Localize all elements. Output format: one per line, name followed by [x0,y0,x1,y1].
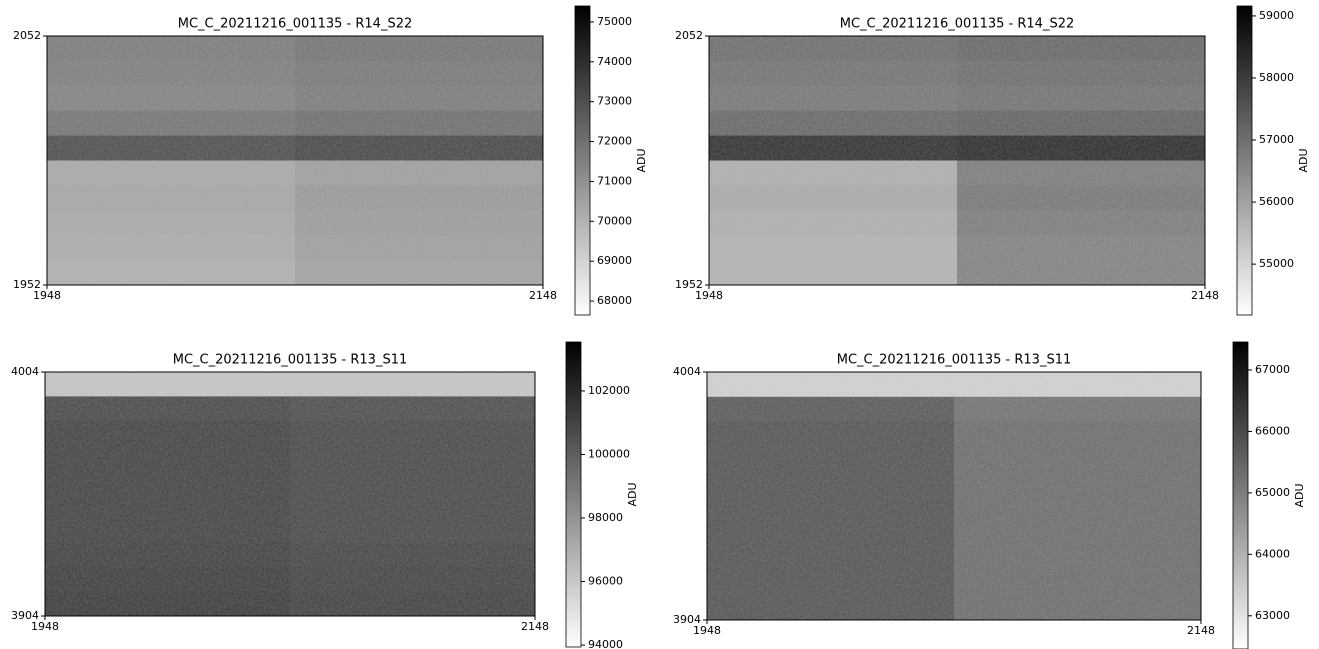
colorbar-tick-label: 69000 [597,254,632,267]
axes-frame [46,35,544,286]
x-tick-label: 1948 [31,620,59,633]
x-tick-label: 1948 [695,289,723,302]
colorbar-tick-label: 67000 [1255,363,1290,376]
colorbar-label: ADU [1293,483,1306,507]
y-tick-label: 1952 [675,278,703,291]
colorbar-tick-label: 71000 [597,174,632,187]
axes-frame [708,35,1206,286]
colorbar-tick-label: 94000 [588,638,623,649]
colorbar-tick-label: 59000 [1259,9,1294,22]
x-tick-label: 1948 [693,624,721,637]
colorbar [574,5,591,316]
x-tick-label: 2148 [1187,624,1215,637]
colorbar [1232,341,1249,649]
colorbar-tick-label: 102000 [588,384,630,397]
colorbar-tick-label: 64000 [1255,547,1290,560]
noise-texture [707,372,1201,620]
chart-title: MC_C_20211216_001135 - R14_S22 [178,17,413,32]
colorbar-tick-label: 73000 [597,95,632,108]
colorbar-tick-label: 70000 [597,214,632,227]
colorbar [1236,5,1253,316]
colorbar-label: ADU [1297,148,1310,172]
y-tick-label: 3904 [11,609,39,622]
y-tick-label: 4004 [11,365,39,378]
noise-texture [709,36,1205,285]
colorbar-tick-label: 65000 [1255,486,1290,499]
y-tick-label: 2052 [675,29,703,42]
x-tick-label: 1948 [33,289,61,302]
x-tick-label: 2148 [1191,289,1219,302]
colorbar-tick-label: 63000 [1255,609,1290,622]
y-tick-label: 4004 [673,365,701,378]
y-tick-label: 2052 [13,29,41,42]
colorbar-tick-label: 100000 [588,447,630,460]
colorbar-tick-label: 75000 [597,15,632,28]
colorbar-tick-label: 66000 [1255,424,1290,437]
colorbar-label: ADU [635,148,648,172]
noise-texture [47,36,543,285]
colorbar-tick-label: 96000 [588,575,623,588]
colorbar-label: ADU [626,482,639,506]
axes-frame [44,371,536,617]
y-tick-label: 3904 [673,613,701,626]
colorbar-tick-label: 74000 [597,55,632,68]
chart-title: MC_C_20211216_001135 - R13_S11 [173,353,408,368]
colorbar-tick-label: 56000 [1259,195,1294,208]
x-tick-label: 2148 [521,620,549,633]
colorbar-tick-label: 68000 [597,294,632,307]
colorbar [565,341,582,648]
noise-texture [45,372,535,616]
axes-frame [706,371,1202,621]
x-tick-label: 2148 [529,289,557,302]
colorbar-tick-label: 55000 [1259,257,1294,270]
colorbar-tick-label: 98000 [588,511,623,524]
colorbar-tick-label: 58000 [1259,71,1294,84]
y-tick-label: 1952 [13,278,41,291]
chart-title: MC_C_20211216_001135 - R14_S22 [840,17,1075,32]
colorbar-tick-label: 72000 [597,135,632,148]
colorbar-tick-label: 57000 [1259,133,1294,146]
chart-title: MC_C_20211216_001135 - R13_S11 [837,353,1072,368]
